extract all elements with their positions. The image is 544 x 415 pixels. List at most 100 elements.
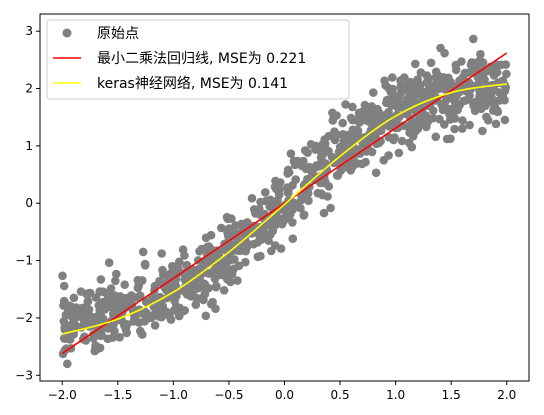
scatter-point: [355, 118, 364, 127]
scatter-point: [112, 269, 121, 279]
y-tick-label: 1: [25, 139, 33, 153]
scatter-point: [115, 333, 124, 342]
scatter-point: [159, 270, 168, 280]
scatter-point: [314, 162, 323, 171]
scatter-point: [471, 101, 481, 110]
scatter-point: [89, 334, 98, 343]
scatter-point: [256, 197, 265, 207]
scatter-point: [387, 87, 397, 96]
scatter-point: [394, 148, 404, 158]
legend-label: 最小二乘法回归线, MSE为 0.221: [97, 50, 306, 67]
scatter-point: [219, 286, 229, 295]
scatter-point: [332, 111, 341, 120]
scatter-point: [448, 104, 457, 113]
x-tick-label: 1.0: [386, 388, 405, 402]
scatter-point: [472, 63, 481, 73]
legend-label: 原始点: [97, 26, 139, 42]
scatter-point: [267, 212, 277, 222]
scatter-point: [410, 83, 420, 92]
scatter-point: [442, 134, 452, 144]
scatter-point: [367, 117, 377, 126]
scatter-point: [182, 290, 192, 299]
scatter-point: [428, 106, 438, 115]
scatter-point: [451, 65, 461, 75]
y-tick-label: 2: [25, 82, 33, 96]
scatter-point: [495, 96, 504, 105]
scatter-point: [227, 269, 236, 279]
scatter-point: [242, 218, 252, 227]
scatter-point: [426, 58, 436, 68]
scatter-point: [58, 271, 67, 281]
scatter-point: [361, 108, 371, 118]
scatter-point: [195, 247, 204, 256]
scatter-point: [181, 274, 191, 283]
scatter-point: [286, 149, 296, 158]
scatter-point: [451, 92, 461, 102]
scatter-point: [115, 292, 125, 301]
scatter-point: [357, 159, 367, 169]
scatter-point: [388, 73, 397, 82]
keras-line: [62, 83, 507, 335]
scatter-point: [191, 300, 201, 310]
scatter-point: [444, 94, 453, 103]
scatter-point: [203, 242, 212, 252]
scatter-point: [500, 115, 510, 125]
scatter-point: [252, 222, 261, 232]
scatter-point: [465, 120, 474, 130]
scatter-point: [227, 214, 236, 223]
scatter-point: [267, 223, 277, 233]
scatter-point: [104, 258, 114, 268]
scatter-point: [100, 305, 110, 314]
scatter-point: [61, 310, 71, 320]
y-tick-label: 0: [25, 196, 33, 210]
scatter-point: [461, 96, 470, 105]
scatter-point: [483, 116, 493, 125]
scatter-point: [97, 312, 106, 322]
x-axis: −2.0 −1.5 −1.0 −0.5 0.0 0.5 1.0 1.5 2.0: [48, 381, 516, 402]
scatter-point: [267, 246, 276, 256]
scatter-point: [157, 249, 166, 258]
scatter-point: [168, 290, 178, 300]
x-tick-label: 0.5: [331, 388, 350, 402]
scatter-point: [127, 291, 136, 300]
scatter-point: [83, 297, 93, 306]
scatter-point: [180, 251, 189, 260]
scatter-point: [130, 314, 139, 323]
scatter-point: [491, 119, 501, 129]
scatter-point: [421, 101, 430, 111]
scatter-point: [192, 293, 201, 303]
scatter-point: [140, 317, 149, 326]
scatter-point: [303, 148, 312, 157]
scatter-point: [106, 284, 116, 293]
scatter-point: [431, 73, 440, 82]
scatter-point: [99, 287, 108, 297]
scatter-point: [271, 200, 280, 209]
scatter-point: [170, 279, 179, 289]
scatter-points: [58, 34, 511, 369]
scatter-point: [324, 147, 333, 156]
scatter-point: [284, 203, 294, 213]
x-tick-label: −0.5: [214, 388, 243, 402]
scatter-point: [384, 151, 393, 160]
scatter-point: [432, 80, 441, 90]
scatter-point: [72, 303, 81, 312]
scatter-point: [396, 88, 406, 98]
scatter-point: [301, 189, 311, 198]
y-tick-label: −1: [15, 254, 33, 268]
y-tick-label: −3: [15, 368, 33, 382]
scatter-point: [249, 205, 259, 214]
scatter-point: [82, 289, 91, 299]
scatter-point: [458, 124, 467, 133]
scatter-point: [356, 133, 366, 142]
x-tick-label: 1.5: [442, 388, 461, 402]
scatter-point: [138, 247, 148, 257]
scatter-point: [67, 320, 76, 329]
scatter-point: [86, 316, 96, 325]
scatter-point: [111, 276, 120, 286]
scatter-point: [255, 210, 265, 219]
scatter-point: [502, 69, 511, 79]
scatter-point: [447, 81, 457, 90]
scatter-point: [217, 223, 226, 233]
scatter-point: [275, 185, 284, 194]
scatter-point: [190, 284, 200, 293]
